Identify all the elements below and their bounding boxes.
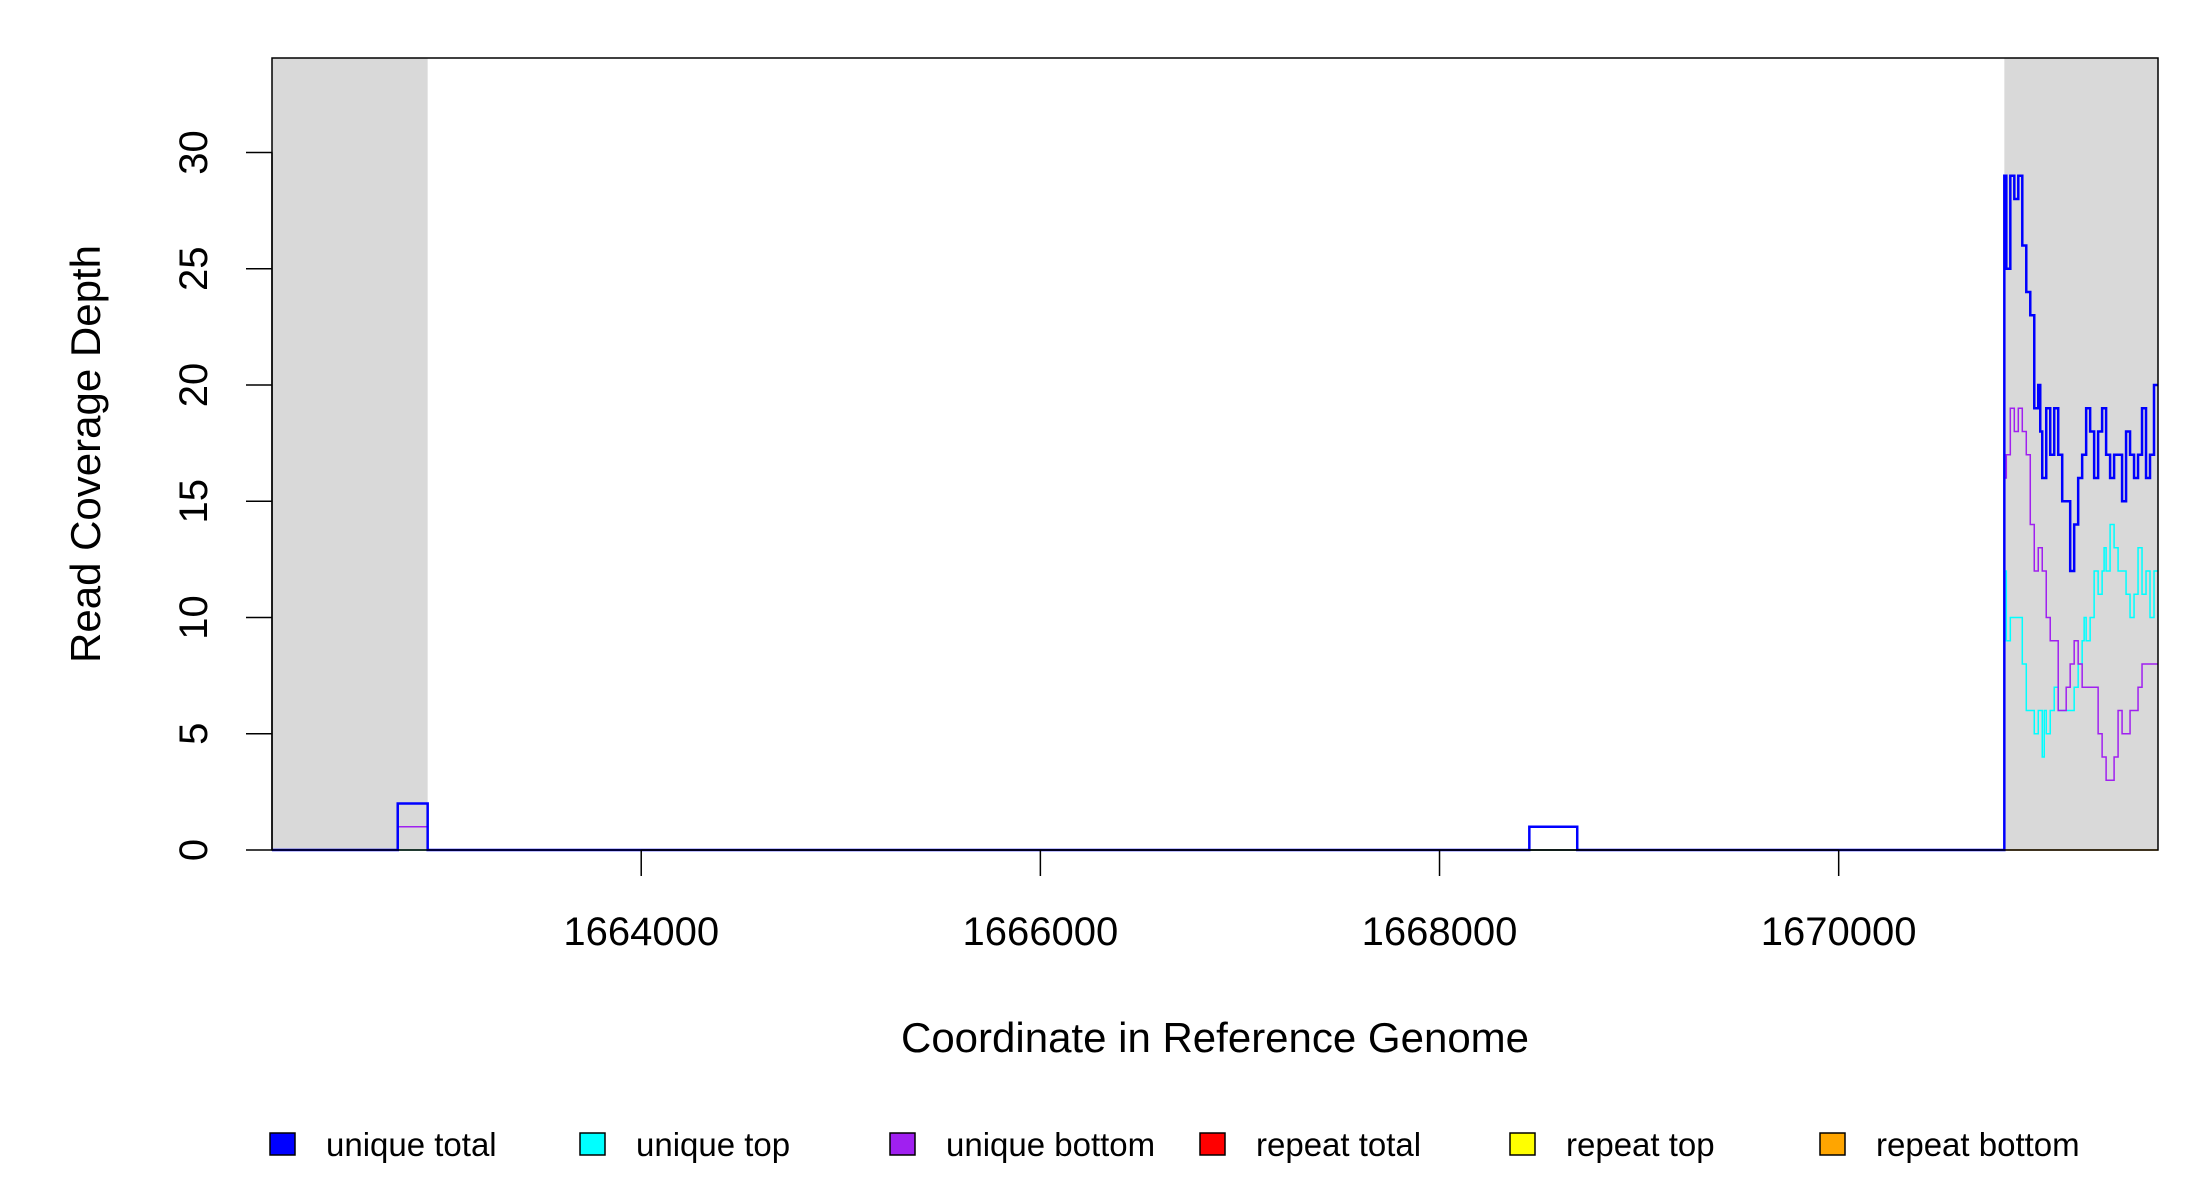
legend-swatch-unique-bottom [889,1132,916,1156]
legend-swatch-repeat-bottom [1819,1132,1846,1156]
axes: 1664000 1666000 1668000 1670000 0 5 10 15 20 25 30 [172,130,1917,954]
legend-swatch-repeat-top [1509,1132,1536,1156]
plot-frame [271,57,2159,851]
shaded-region-0 [272,58,428,850]
y-tick-label: 30 [172,130,216,175]
y-tick-label: 0 [172,839,216,861]
legend-swatch-unique-total [269,1132,296,1156]
x-tick-label: 1668000 [1362,910,1518,954]
x-tick-label: 1670000 [1761,910,1917,954]
series-line-unique-total [272,174,2158,852]
legend-label-repeat-total: repeat total [1256,1126,1421,1163]
legend-label-repeat-bottom: repeat bottom [1876,1126,2080,1163]
legend-label-unique-total: unique total [326,1126,497,1163]
y-axis-title: Read Coverage Depth [62,245,109,663]
y-tick-label: 10 [172,595,216,640]
legend-label-repeat-top: repeat top [1566,1126,1715,1163]
x-tick-label: 1666000 [963,910,1119,954]
series-lines [272,174,2158,852]
series-line-unique-top [272,523,2158,851]
legend-label-unique-bottom: unique bottom [946,1126,1155,1163]
y-tick-label: 15 [172,479,216,524]
shaded-regions [272,58,2158,850]
legend: unique total unique top unique bottom repea… [269,1126,2080,1163]
legend-swatch-repeat-total [1199,1132,1226,1156]
legend-label-unique-top: unique top [636,1126,790,1163]
y-tick-label: 25 [172,247,216,292]
legend-swatch-unique-top [579,1132,606,1156]
y-tick-label: 5 [172,723,216,745]
x-tick-label: 1664000 [563,910,719,954]
x-axis-title: Coordinate in Reference Genome [901,1014,1529,1061]
series-line-unique-bottom [272,407,2158,851]
y-tick-label: 20 [172,363,216,408]
